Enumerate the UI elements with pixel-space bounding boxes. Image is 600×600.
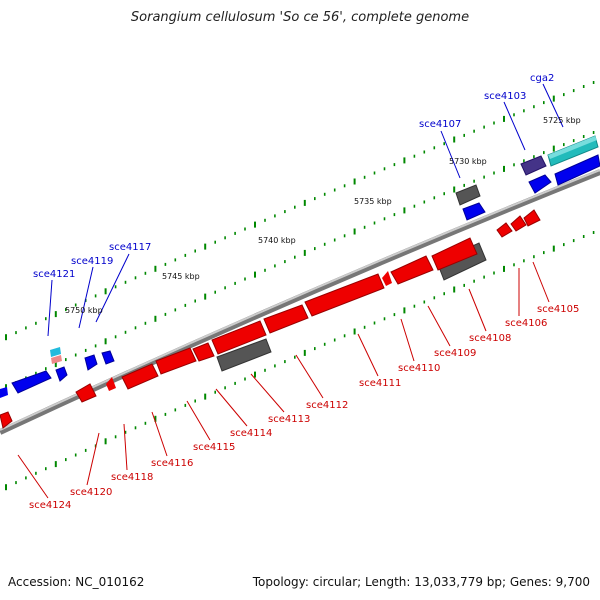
gene-label-sce4103[interactable]: sce4103 (484, 91, 526, 102)
gene-sce4115[interactable] (192, 342, 215, 362)
forward-gene-labels: cga2 sce4103 sce4107 sce4117 sce4119 sce… (33, 73, 554, 280)
gene-label-sce4114[interactable]: sce4114 (230, 428, 272, 439)
label-connector (357, 333, 379, 377)
label-connector (400, 318, 415, 362)
gene-sce4111[interactable] (304, 273, 385, 317)
gene-label-sce4113[interactable]: sce4113 (268, 414, 310, 425)
gene-sce4117[interactable] (101, 350, 115, 365)
gene-cga2-top (548, 136, 597, 159)
label-connector (47, 279, 53, 337)
label-connector (440, 130, 461, 179)
gene-label-sce4115[interactable]: sce4115 (193, 442, 235, 453)
label-connector (532, 261, 550, 303)
gene-sce4121-b[interactable] (51, 355, 62, 364)
gene-blue-f[interactable] (0, 387, 8, 398)
ruler-label: 5735 kbp (354, 197, 392, 206)
gene-sce4106[interactable] (510, 215, 527, 232)
gene-sce4116[interactable] (155, 347, 197, 375)
gene-label-sce4112[interactable]: sce4112 (306, 400, 348, 411)
accession-text: Accession: NC_010162 (8, 575, 145, 589)
label-connector (86, 432, 100, 486)
gene-label-sce4107[interactable]: sce4107 (419, 119, 461, 130)
gene-label-sce4105[interactable]: sce4105 (537, 304, 579, 315)
label-connector (95, 253, 130, 323)
gene-label-sce4117[interactable]: sce4117 (109, 242, 151, 253)
gene-label-sce4116[interactable]: sce4116 (151, 458, 193, 469)
ruler-label: 5725 kbp (543, 116, 581, 125)
gene-sce4113[interactable] (216, 338, 272, 372)
gene-label-sce4118[interactable]: sce4118 (111, 472, 153, 483)
label-connector (542, 83, 564, 128)
gene-red-c[interactable] (121, 363, 159, 390)
gene-sce4110[interactable] (390, 255, 434, 285)
gene-label-sce4121[interactable]: sce4121 (33, 269, 75, 280)
gene-label-sce4111[interactable]: sce4111 (359, 378, 401, 389)
label-connector (215, 388, 248, 427)
label-connector (468, 288, 487, 332)
gene-sce4109[interactable] (431, 237, 478, 271)
forward-gene-track (0, 135, 600, 398)
label-connector (151, 411, 168, 457)
gene-sce4124[interactable] (0, 411, 13, 429)
gene-label-sce4124[interactable]: sce4124 (29, 500, 71, 511)
gene-label-sce4108[interactable]: sce4108 (469, 333, 511, 344)
genome-summary-text: Topology: circular; Length: 13,033,779 b… (252, 575, 590, 589)
label-connector (78, 266, 94, 329)
genome-title: Sorangium cellulosum 'So ce 56', complet… (130, 10, 470, 25)
label-connector (427, 305, 451, 347)
gene-blue-a[interactable] (554, 154, 600, 186)
gene-label-sce4120[interactable]: sce4120 (70, 487, 112, 498)
label-connector (503, 101, 526, 151)
gene-sce4107[interactable] (455, 184, 481, 206)
label-connector (123, 423, 128, 471)
gene-blue-b[interactable] (528, 174, 552, 194)
label-connector (295, 354, 324, 399)
gene-red-b[interactable] (382, 271, 392, 286)
gene-sce4119[interactable] (84, 354, 98, 371)
gene-label-cga2[interactable]: cga2 (530, 73, 554, 84)
tick-layer (5, 81, 595, 491)
label-connector (186, 400, 211, 441)
gene-red-a[interactable] (496, 222, 513, 238)
ruler-label: 5740 kbp (258, 236, 296, 245)
gene-sce4105[interactable] (523, 209, 541, 227)
gene-sce4120[interactable] (75, 383, 97, 403)
ruler-label: 5745 kbp (162, 272, 200, 281)
gene-sce4121[interactable] (50, 347, 61, 357)
gene-label-sce4109[interactable]: sce4109 (434, 348, 476, 359)
gene-label-sce4106[interactable]: sce4106 (505, 318, 547, 329)
reverse-gene-labels: sce4105 sce4106 sce4108 sce4109 sce4110 … (29, 304, 579, 511)
connector-layer (17, 83, 564, 499)
gene-sce4118[interactable] (106, 377, 116, 391)
gene-sce4114[interactable] (211, 320, 267, 355)
gene-sce4103[interactable] (520, 155, 547, 176)
ruler-label: 5730 kbp (449, 157, 487, 166)
gene-label-sce4119[interactable]: sce4119 (71, 256, 113, 267)
gene-blue-d[interactable] (55, 366, 68, 382)
ruler-labels: 5725 kbp 5730 kbp 5735 kbp 5740 kbp 5745… (65, 116, 581, 315)
label-connector (17, 454, 49, 499)
gene-sce4112[interactable] (263, 304, 309, 334)
gene-blue-c[interactable] (462, 202, 486, 221)
ruler-label: 5750 kbp (65, 306, 103, 315)
reverse-gene-track (0, 209, 541, 429)
label-connector (250, 373, 285, 413)
gene-label-sce4110[interactable]: sce4110 (398, 363, 440, 374)
gene-blue-e[interactable] (11, 370, 52, 394)
